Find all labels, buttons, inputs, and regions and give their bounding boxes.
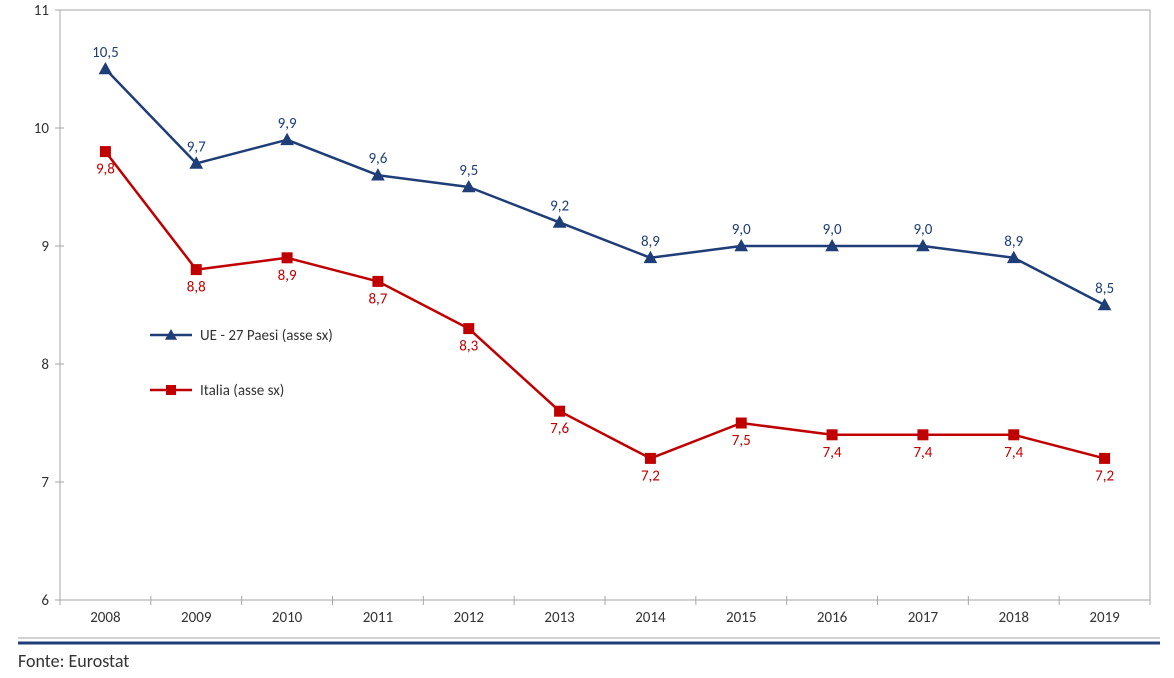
- svg-text:9,9: 9,9: [278, 115, 297, 133]
- svg-text:2017: 2017: [908, 609, 939, 627]
- svg-text:10: 10: [34, 120, 50, 138]
- svg-text:8,9: 8,9: [1004, 233, 1023, 251]
- source-label: Fonte: Eurostat: [18, 650, 129, 672]
- svg-text:2014: 2014: [635, 609, 666, 627]
- svg-text:8,5: 8,5: [1095, 280, 1114, 298]
- svg-text:7,4: 7,4: [823, 444, 842, 462]
- svg-text:UE - 27 Paesi (asse sx): UE - 27 Paesi (asse sx): [200, 327, 333, 345]
- svg-text:6: 6: [41, 592, 49, 610]
- svg-text:2009: 2009: [181, 609, 212, 627]
- svg-text:9,0: 9,0: [913, 221, 932, 239]
- svg-text:2012: 2012: [454, 609, 484, 627]
- svg-text:9,8: 9,8: [96, 161, 115, 179]
- svg-text:9,5: 9,5: [459, 162, 478, 180]
- line-chart: 6 7 8 9 10 11 2008 2009 2010 2011 2012 2013 2014 2015…: [0, 0, 1174, 678]
- svg-text:9: 9: [41, 238, 49, 256]
- svg-text:9,0: 9,0: [823, 221, 842, 239]
- svg-text:2008: 2008: [90, 609, 120, 627]
- svg-text:8,7: 8,7: [368, 290, 387, 308]
- svg-text:8: 8: [41, 356, 49, 374]
- svg-text:7,5: 7,5: [732, 432, 751, 450]
- svg-text:8,9: 8,9: [278, 267, 297, 285]
- svg-text:7: 7: [41, 474, 49, 492]
- svg-text:9,2: 9,2: [550, 197, 569, 215]
- svg-text:2010: 2010: [272, 609, 303, 627]
- svg-text:2018: 2018: [999, 609, 1029, 627]
- svg-text:9,0: 9,0: [732, 221, 751, 239]
- svg-text:9,7: 9,7: [187, 138, 206, 156]
- svg-text:7,4: 7,4: [913, 444, 932, 462]
- svg-text:2013: 2013: [544, 609, 575, 627]
- svg-text:8,9: 8,9: [641, 233, 660, 251]
- svg-text:11: 11: [34, 2, 49, 20]
- svg-text:Italia (asse sx): Italia (asse sx): [200, 382, 284, 400]
- svg-text:7,6: 7,6: [550, 420, 569, 438]
- svg-text:2011: 2011: [363, 609, 393, 627]
- svg-text:7,2: 7,2: [641, 467, 660, 485]
- svg-text:9,6: 9,6: [368, 150, 387, 168]
- svg-text:7,4: 7,4: [1004, 444, 1023, 462]
- svg-text:8,3: 8,3: [459, 338, 478, 356]
- svg-text:7,2: 7,2: [1095, 467, 1114, 485]
- svg-text:2019: 2019: [1089, 609, 1120, 627]
- svg-text:2016: 2016: [817, 609, 848, 627]
- svg-text:10,5: 10,5: [92, 44, 119, 62]
- svg-text:2015: 2015: [726, 609, 756, 627]
- svg-text:8,8: 8,8: [187, 279, 206, 297]
